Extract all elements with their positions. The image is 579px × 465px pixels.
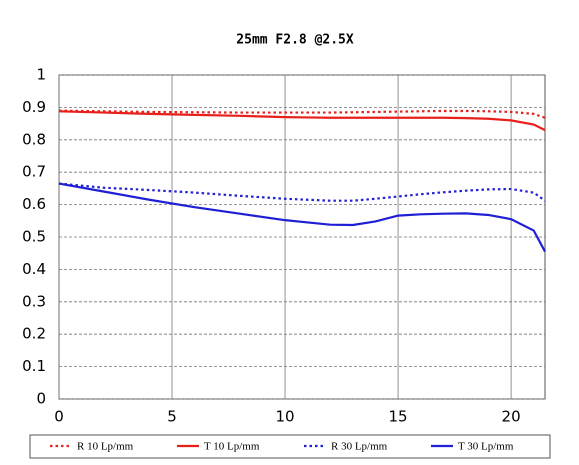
x-tick-label: 20 xyxy=(502,408,521,426)
y-tick-label: 0.8 xyxy=(22,130,46,148)
series-line xyxy=(58,182,546,253)
y-tick-label: 0.1 xyxy=(22,357,46,375)
series-line xyxy=(58,110,546,132)
legend-label: R 10 Lp/mm xyxy=(77,441,134,453)
y-tick-label: 1 xyxy=(36,66,46,84)
y-tick-label: 0.7 xyxy=(22,163,46,181)
y-tick-label: 0.9 xyxy=(22,98,46,116)
y-tick-label: 0.4 xyxy=(22,260,46,278)
series-line xyxy=(58,182,546,202)
y-tick-label: 0.3 xyxy=(22,292,46,310)
x-tick-label: 10 xyxy=(275,408,294,426)
y-tick-label: 0 xyxy=(36,390,46,408)
y-tick-label: 0.6 xyxy=(22,195,46,213)
series-line xyxy=(58,109,546,119)
y-tick-label: 0.5 xyxy=(22,228,46,246)
legend-box xyxy=(29,434,551,459)
x-tick-label: 5 xyxy=(167,408,177,426)
y-tick-label: 0.2 xyxy=(22,325,46,343)
legend-label: T 30 Lp/mm xyxy=(458,441,514,453)
x-tick-label: 0 xyxy=(54,408,64,426)
x-tick-label: 15 xyxy=(389,408,408,426)
chart-title: 25mm F2.8 @2.5X xyxy=(236,33,354,48)
legend-label: R 30 Lp/mm xyxy=(331,441,388,453)
legend-label: T 10 Lp/mm xyxy=(204,441,260,453)
